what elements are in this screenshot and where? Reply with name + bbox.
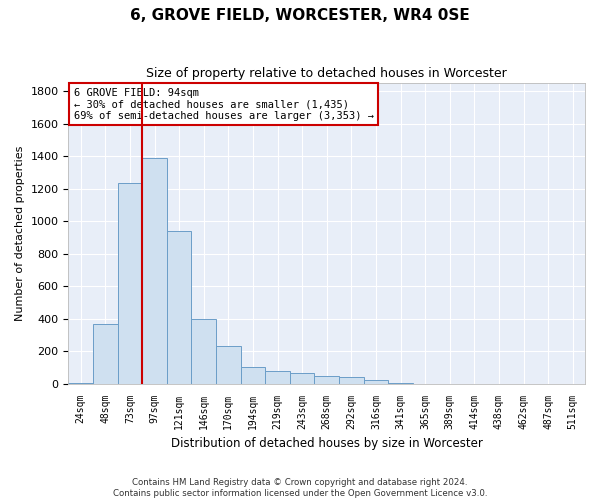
Bar bbox=[388, 383, 413, 384]
Bar bbox=[339, 377, 364, 384]
Title: Size of property relative to detached houses in Worcester: Size of property relative to detached ho… bbox=[146, 68, 507, 80]
Y-axis label: Number of detached properties: Number of detached properties bbox=[15, 146, 25, 321]
Text: Contains HM Land Registry data © Crown copyright and database right 2024.
Contai: Contains HM Land Registry data © Crown c… bbox=[113, 478, 487, 498]
Bar bbox=[216, 346, 241, 384]
Bar bbox=[364, 380, 388, 384]
Text: 6 GROVE FIELD: 94sqm
← 30% of detached houses are smaller (1,435)
69% of semi-de: 6 GROVE FIELD: 94sqm ← 30% of detached h… bbox=[74, 88, 374, 121]
Bar bbox=[191, 318, 216, 384]
Bar bbox=[290, 373, 314, 384]
Bar bbox=[167, 231, 191, 384]
Bar bbox=[68, 383, 93, 384]
Bar bbox=[118, 183, 142, 384]
Bar bbox=[93, 324, 118, 384]
Text: 6, GROVE FIELD, WORCESTER, WR4 0SE: 6, GROVE FIELD, WORCESTER, WR4 0SE bbox=[130, 8, 470, 22]
X-axis label: Distribution of detached houses by size in Worcester: Distribution of detached houses by size … bbox=[171, 437, 482, 450]
Bar bbox=[142, 158, 167, 384]
Bar bbox=[241, 368, 265, 384]
Bar bbox=[265, 370, 290, 384]
Bar bbox=[314, 376, 339, 384]
